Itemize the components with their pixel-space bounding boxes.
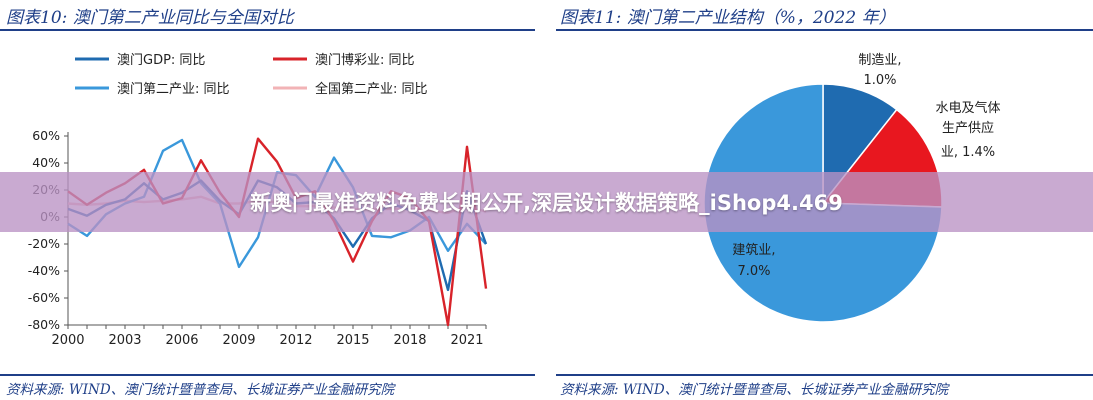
y-tick-label: -80% [28,317,60,332]
y-tick-label: 40% [32,155,60,170]
y-tick-label: -20% [28,236,60,251]
x-tick-label: 2000 [51,333,84,348]
pie-label: 生产供应 [942,120,994,136]
x-tick-label: 2003 [108,333,141,348]
right-source-rule [556,374,1093,376]
x-tick-label: 2018 [393,333,426,348]
y-tick-label: -40% [28,263,60,278]
x-tick-label: 2006 [165,333,198,348]
left-header-rule [0,29,535,31]
y-tick-label: -60% [28,290,60,305]
left-source-note: 资料来源: WIND、澳门统计暨普查局、长城证券产业金融研究院 [6,382,395,398]
pie-label: 水电及气体 [935,100,1000,116]
pie-label: 制造业, [858,53,901,68]
left-chart-title: 图表10: 澳门第二产业同比与全国对比 [6,8,294,28]
y-tick-label: 60% [32,128,60,143]
watermark-banner: 新奥门最准资料免费长期公开,深层设计数据策略_iShop4.469 [0,172,1093,232]
x-tick-label: 2012 [279,333,312,348]
legend-label: 澳门第二产业: 同比 [117,81,230,97]
left-source-rule [0,374,535,376]
legend-label: 澳门GDP: 同比 [117,52,205,68]
right-source-note: 资料来源: WIND、澳门统计暨普查局、长城证券产业金融研究院 [560,382,949,398]
x-tick-label: 2021 [450,333,483,348]
pie-label: 7.0% [737,264,770,279]
x-tick-label: 2009 [222,333,255,348]
pie-label: 业, 1.4% [941,145,995,160]
right-chart-title: 图表11: 澳门第二产业结构（%，2022 年） [560,8,896,28]
watermark-text: 新奥门最准资料免费长期公开,深层设计数据策略_iShop4.469 [250,191,843,215]
legend-label: 全国第二产业: 同比 [315,81,428,97]
right-header-rule [556,29,1093,31]
pie-label: 建筑业, [732,242,775,258]
x-tick-label: 2015 [336,333,369,348]
legend-label: 澳门博彩业: 同比 [315,52,415,68]
pie-label: 1.0% [863,73,896,88]
